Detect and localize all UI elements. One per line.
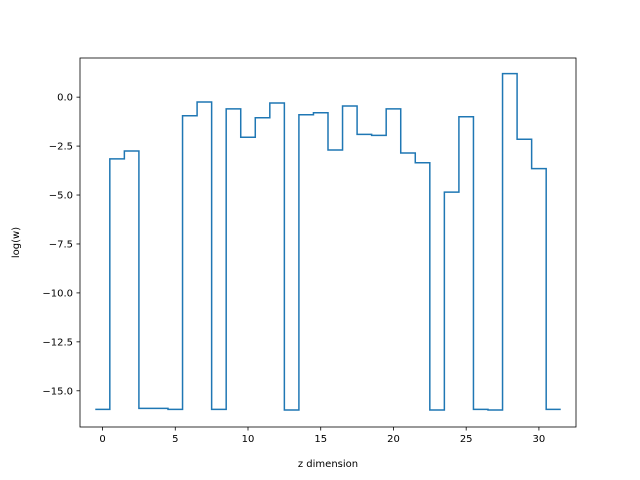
x-tick-label: 15 (314, 434, 327, 445)
y-tick-label: −12.5 (42, 337, 73, 348)
x-tick-label: 25 (460, 434, 473, 445)
plot-area (95, 72, 561, 411)
x-tick-label: 5 (172, 434, 178, 445)
y-tick-label: −10.0 (42, 288, 73, 299)
x-axis-label: z dimension (298, 459, 358, 470)
y-tick-label: −5.0 (49, 191, 73, 202)
series-line (95, 72, 561, 411)
axes-frame (79, 57, 577, 428)
y-tick-label: −2.5 (49, 142, 73, 153)
x-axis-ticks: 0 5 10 15 20 25 30 (99, 427, 545, 445)
y-axis-ticks: 0.0 −2.5 −5.0 −7.5 −10.0 −12.5 −15.0 (42, 93, 80, 397)
y-tick-label: −15.0 (42, 386, 73, 397)
x-tick-label: 0 (99, 434, 105, 445)
y-tick-label: 0.0 (57, 93, 73, 104)
y-tick-label: −7.5 (49, 239, 73, 250)
x-tick-label: 20 (387, 434, 400, 445)
x-tick-label: 10 (242, 434, 255, 445)
x-tick-label: 30 (533, 434, 546, 445)
y-axis-label: log(w) (11, 227, 22, 258)
